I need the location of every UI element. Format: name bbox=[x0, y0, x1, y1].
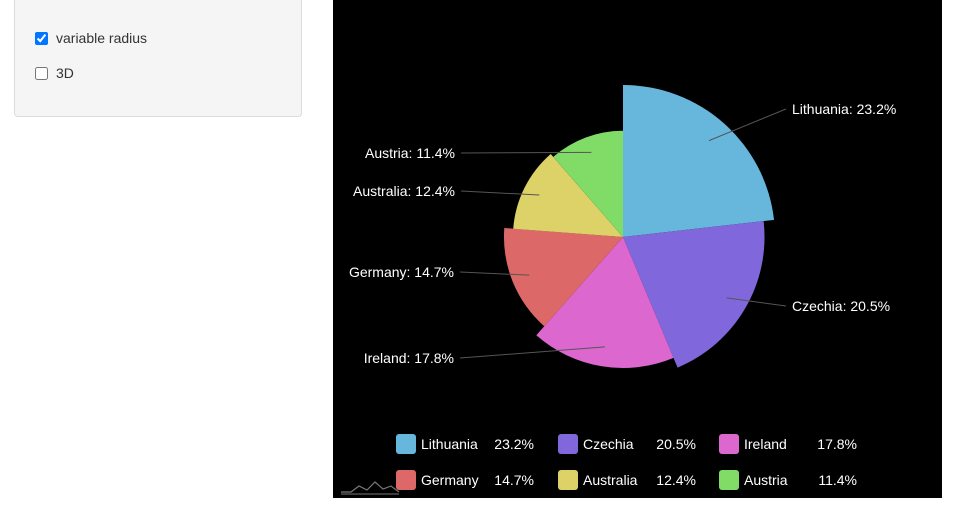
pie-slice-australia[interactable] bbox=[513, 153, 623, 237]
slice-label-czechia: Czechia: 20.5% bbox=[792, 298, 890, 314]
legend-item-australia[interactable]: Australia 12.4% bbox=[558, 470, 696, 490]
legend-swatch bbox=[558, 434, 578, 454]
slice-label-ireland: Ireland: 17.8% bbox=[364, 350, 454, 366]
legend-label: Czechia bbox=[583, 436, 634, 452]
leader-line-germany bbox=[459, 271, 530, 276]
legend-item-lithuania[interactable]: Lithuania 23.2% bbox=[396, 434, 534, 454]
legend-item-austria[interactable]: Austria 11.4% bbox=[719, 470, 857, 490]
legend-label: Lithuania bbox=[421, 436, 478, 452]
legend: Lithuania 23.2% Czechia 20.5% Ireland 17.8% Ge… bbox=[396, 434, 857, 490]
legend-item-czechia[interactable]: Czechia 20.5% bbox=[558, 434, 696, 454]
legend-swatch bbox=[396, 470, 416, 490]
chart-area: Lithuania: 23.2% Czechia: 20.5% Ireland: 1… bbox=[333, 0, 942, 498]
pie-slices bbox=[503, 85, 775, 369]
leader-line-ireland bbox=[459, 346, 605, 359]
pie-chart: Lithuania: 23.2% Czechia: 20.5% Ireland: 1… bbox=[341, 85, 896, 495]
legend-value: 20.5% bbox=[656, 436, 696, 452]
pie-slice-ireland[interactable] bbox=[536, 237, 674, 369]
legend-label: Austria bbox=[744, 472, 788, 488]
slice-label-germany: Germany: 14.7% bbox=[349, 264, 454, 280]
legend-swatch bbox=[719, 470, 739, 490]
3d-option[interactable]: 3D bbox=[35, 65, 74, 81]
legend-item-ireland[interactable]: Ireland 17.8% bbox=[719, 434, 857, 454]
leader-line-austria bbox=[460, 151, 592, 154]
legend-item-germany[interactable]: Germany 14.7% bbox=[396, 470, 534, 490]
slice-labels: Lithuania: 23.2% Czechia: 20.5% Ireland: 1… bbox=[349, 101, 896, 366]
legend-value: 17.8% bbox=[817, 436, 857, 452]
3d-label: 3D bbox=[56, 65, 74, 81]
legend-swatch bbox=[558, 470, 578, 490]
leader-line-australia bbox=[460, 190, 540, 196]
leader-line-czechia bbox=[726, 297, 787, 307]
leader-line-lithuania bbox=[708, 108, 787, 142]
legend-value: 11.4% bbox=[818, 472, 857, 488]
pie-slice-czechia[interactable] bbox=[623, 221, 765, 368]
legend-value: 23.2% bbox=[494, 436, 534, 452]
legend-label: Germany bbox=[421, 472, 479, 488]
pie-slice-austria[interactable] bbox=[553, 130, 623, 237]
variable-radius-label: variable radius bbox=[56, 30, 148, 46]
legend-swatch bbox=[719, 434, 739, 454]
variable-radius-option[interactable]: variable radius bbox=[35, 30, 147, 46]
legend-label: Australia bbox=[583, 472, 638, 488]
pie-slice-germany[interactable] bbox=[503, 228, 623, 327]
3d-checkbox[interactable] bbox=[35, 66, 48, 80]
slice-label-australia: Australia: 12.4% bbox=[353, 183, 455, 199]
pie-slice-lithuania[interactable] bbox=[623, 85, 775, 237]
variable-radius-checkbox[interactable] bbox=[35, 31, 48, 45]
chart-logo bbox=[341, 481, 400, 495]
legend-value: 14.7% bbox=[494, 472, 534, 488]
slice-label-lithuania: Lithuania: 23.2% bbox=[792, 101, 896, 117]
label-leader-lines bbox=[459, 108, 787, 359]
legend-swatch bbox=[396, 434, 416, 454]
legend-value: 12.4% bbox=[656, 472, 696, 488]
settings-panel: variable radius 3D bbox=[14, 0, 302, 117]
slice-label-austria: Austria: 11.4% bbox=[365, 145, 455, 161]
legend-label: Ireland bbox=[744, 436, 787, 452]
